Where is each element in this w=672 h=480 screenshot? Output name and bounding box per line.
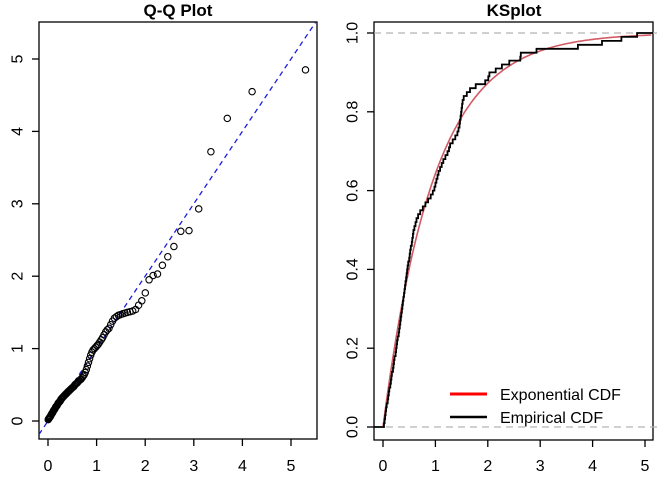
qq-identity-line — [38, 21, 317, 435]
qq-title: Q-Q Plot — [144, 1, 213, 20]
ks-y-tick-label: 0.2 — [345, 337, 362, 359]
qq-y-tick-label: 3 — [10, 199, 27, 208]
ks-x-tick-label: 2 — [483, 458, 492, 475]
qq-x-tick-label: 1 — [92, 458, 101, 475]
qq-point — [106, 320, 115, 329]
qq-point — [248, 87, 256, 96]
qq-y-axis: 0 1 2 3 4 5 — [10, 54, 39, 425]
ks-y-tick-label: 0.8 — [345, 101, 362, 123]
qq-point — [105, 324, 113, 333]
ks-panel: KSplot 0 1 2 3 4 5 0.0 0.2 0.4 0.6 0.8 1.0 Exponen… — [345, 1, 658, 475]
qq-y-tick-label: 4 — [10, 127, 27, 136]
ks-title: KSplot — [487, 1, 542, 20]
ks-y-tick-label: 0.6 — [345, 179, 362, 201]
qq-point — [158, 261, 167, 270]
qq-point — [170, 242, 178, 251]
qq-points — [44, 66, 310, 424]
ks-y-axis: 0.0 0.2 0.4 0.6 0.8 1.0 — [345, 22, 374, 438]
legend-empirical-label: Empirical CDF — [500, 410, 603, 427]
qq-point — [85, 354, 94, 363]
qq-x-tick-label: 4 — [238, 458, 247, 475]
qq-x-tick-label: 0 — [44, 458, 53, 475]
qq-point — [185, 226, 193, 235]
qq-y-tick-label: 2 — [10, 272, 27, 281]
ks-x-tick-label: 4 — [588, 458, 597, 475]
qq-point — [103, 326, 112, 334]
ks-empirical-cdf-step — [374, 32, 653, 428]
qq-point — [301, 66, 310, 74]
legend-exponential-label: Exponential CDF — [500, 387, 621, 404]
qq-point — [138, 297, 146, 305]
ks-legend: Exponential CDF Empirical CDF — [450, 387, 621, 427]
qq-point — [194, 205, 203, 213]
qq-plot-box — [38, 21, 318, 440]
qq-x-tick-label: 2 — [141, 458, 150, 475]
ks-y-tick-label: 0.4 — [345, 258, 362, 280]
ks-plot-box — [373, 21, 654, 441]
qq-x-tick-label: 3 — [189, 458, 198, 475]
qq-y-tick-label: 1 — [10, 344, 27, 353]
ks-guide-lines — [374, 32, 658, 428]
qq-point — [207, 147, 215, 156]
qq-point — [153, 270, 162, 278]
ks-x-tick-label: 0 — [379, 458, 388, 475]
qq-x-axis: 0 1 2 3 4 5 — [44, 439, 296, 475]
ks-y-tick-label: 0.0 — [345, 416, 362, 438]
ks-x-tick-label: 5 — [641, 458, 650, 475]
qq-panel: Q-Q Plot 0 1 2 3 4 5 0 1 2 3 4 5 — [10, 1, 318, 475]
ks-y-tick-label: 1.0 — [345, 22, 362, 44]
ks-exponential-cdf-curve — [382, 34, 652, 428]
ks-x-tick-label: 1 — [431, 458, 440, 475]
qq-point — [145, 276, 153, 284]
qq-point — [84, 358, 93, 367]
qq-point — [149, 271, 157, 280]
qq-point — [164, 252, 172, 261]
qq-x-tick-label: 5 — [287, 458, 296, 475]
qq-point — [112, 312, 121, 321]
qq-y-tick-label: 0 — [10, 416, 27, 425]
ks-x-tick-label: 3 — [536, 458, 545, 475]
qq-point — [79, 372, 87, 380]
qq-y-tick-label: 5 — [10, 54, 27, 63]
qq-point — [82, 365, 91, 374]
qq-point — [223, 114, 232, 123]
qq-point — [177, 227, 185, 236]
ks-x-axis: 0 1 2 3 4 5 — [379, 440, 650, 475]
qq-point — [141, 289, 150, 297]
qq-point — [83, 362, 92, 370]
